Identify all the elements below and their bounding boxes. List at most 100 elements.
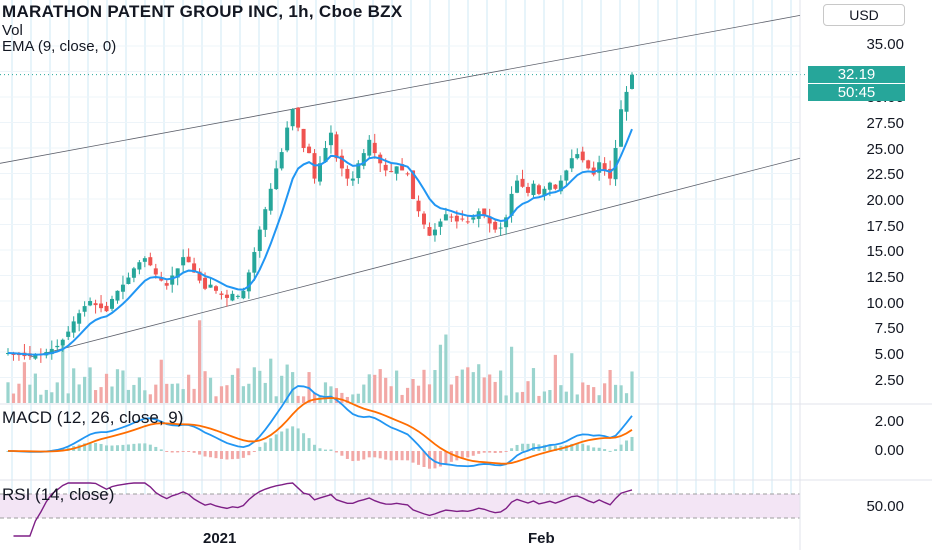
macd-histogram-bar (203, 451, 207, 457)
candle-body (619, 109, 624, 147)
candle-body (82, 306, 87, 312)
price-tick: 12.50 (866, 269, 904, 286)
macd-histogram-bar (460, 451, 464, 459)
volume-bar (280, 375, 284, 403)
candle-body (580, 151, 585, 161)
volume-bar (219, 386, 224, 403)
volume-bar (252, 367, 256, 403)
macd-histogram-bar (400, 451, 404, 461)
volume-bar (110, 386, 114, 403)
candle-body (296, 107, 301, 128)
grid (0, 0, 808, 518)
candle-body (405, 173, 410, 175)
volume-bar (356, 393, 360, 403)
candle-body (564, 170, 569, 181)
macd-histogram-bar (564, 445, 568, 451)
candle-body (126, 277, 131, 284)
macd-histogram-bar (614, 449, 618, 451)
macd-histogram-bar (192, 451, 196, 453)
volume-bar (230, 374, 235, 403)
volume-bar (83, 376, 87, 403)
volume-bar (389, 386, 393, 403)
volume-bar (72, 368, 76, 403)
volume-bar (422, 369, 426, 403)
candle-body (613, 148, 618, 180)
macd-indicator-label[interactable]: MACD (12, 26, close, 9) (2, 408, 184, 427)
macd-histogram-bar (110, 445, 114, 451)
price-tick: 35.00 (866, 36, 904, 53)
candle-body (241, 290, 246, 299)
macd-histogram-bar (126, 444, 130, 451)
price-tick: 15.00 (866, 243, 904, 260)
volume-bar (269, 358, 273, 403)
volume-bar (28, 384, 32, 403)
candle-body (575, 154, 580, 159)
time-label-2021: 2021 (203, 530, 237, 547)
rsi-indicator-label[interactable]: RSI (14, close) (2, 485, 115, 504)
volume-indicator-label[interactable]: Vol (2, 22, 23, 39)
macd-histogram-bar (471, 451, 475, 456)
volume-bar (433, 370, 437, 403)
volume-bar (274, 396, 278, 403)
volume-bar (592, 387, 596, 403)
currency-button[interactable]: USD (823, 4, 905, 26)
candle-body (230, 293, 235, 301)
macd-histogram-bar (143, 443, 147, 451)
candle-body (93, 303, 98, 306)
macd-histogram-bar (219, 451, 223, 459)
macd-histogram-bar (553, 445, 557, 451)
price-tick: 20.00 (866, 192, 904, 209)
volume-bar (208, 377, 213, 403)
candle-body (526, 186, 530, 193)
volume-bar (285, 364, 289, 403)
macd-histogram-bar (531, 443, 535, 451)
volume-bar (597, 395, 601, 403)
candle-body (515, 180, 520, 193)
volume-bar (88, 367, 92, 403)
volume-bar (143, 390, 147, 403)
macd-histogram-bar (225, 451, 229, 460)
volume-bar (477, 364, 481, 403)
candle-body (553, 184, 558, 189)
volume-bar (126, 389, 131, 403)
symbol-title[interactable]: MARATHON PATENT GROUP INC, 1h, Cboe BZX (2, 2, 403, 21)
macd-histogram-bar (302, 433, 306, 451)
ema-indicator-label[interactable]: EMA (9, close, 0) (2, 38, 117, 55)
candle-body (597, 162, 602, 173)
volume-bar (526, 381, 530, 403)
rsi-overbought-band (0, 494, 800, 518)
macd-histogram-bar (247, 451, 251, 456)
macd-histogram-bar (165, 451, 169, 452)
rsi-tick: 50.00 (866, 498, 904, 515)
macd-histogram-bar (422, 451, 426, 467)
macd-histogram-bar (438, 451, 442, 467)
macd-signal-line (7, 397, 633, 465)
candle-body (356, 163, 361, 179)
candle-body (493, 221, 498, 230)
volume-bar (22, 362, 27, 403)
volume-bar (39, 394, 43, 403)
macd-histogram-bar (373, 451, 377, 458)
macd-histogram-bar (323, 449, 327, 451)
macd-histogram-bar (214, 451, 218, 459)
volume-bar (66, 393, 70, 403)
candle-body (301, 128, 306, 148)
macd-histogram-bar (88, 442, 92, 451)
macd-histogram-bar (411, 451, 415, 463)
volume-bar (181, 389, 185, 403)
macd-histogram-bar (274, 434, 278, 451)
volume-bar (559, 385, 563, 403)
macd-histogram-bar (493, 451, 497, 453)
price-tick: 2.50 (874, 372, 904, 389)
volume-bar (137, 377, 141, 403)
volume-bar (608, 369, 612, 403)
volume-bar (624, 393, 629, 403)
macd-histogram-bar (521, 443, 525, 451)
volume-bar (236, 368, 240, 403)
candle-body (208, 284, 213, 288)
candle-body (531, 183, 536, 196)
volume-bar (192, 388, 196, 403)
macd-histogram-bar (329, 449, 333, 451)
